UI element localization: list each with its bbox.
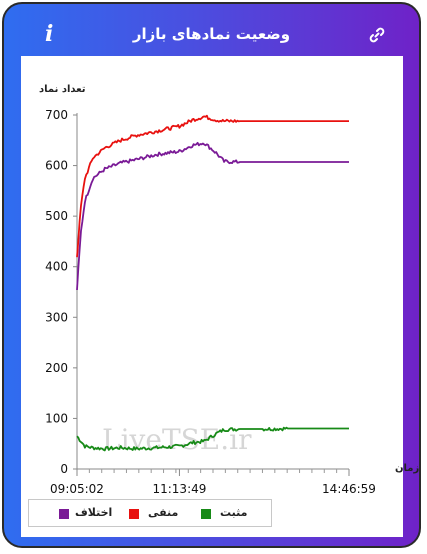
y-axis-label: تعداد نماد	[39, 84, 86, 95]
x-tick-label-1: 11:13:49	[152, 482, 206, 496]
y-tick-label-500: 500	[45, 209, 68, 223]
legend-label-mosbat: مثبت	[220, 506, 248, 519]
legend-label-manfi: منفی	[148, 506, 179, 519]
legend-item-manfi[interactable]: منفی	[129, 506, 179, 522]
page-title: وضعیت نمادهای بازار	[132, 25, 291, 43]
chart-panel	[21, 56, 403, 537]
y-tick-label-300: 300	[45, 310, 68, 324]
watermark: LiveTSE.ir	[102, 423, 252, 456]
x-tick-label-2: 14:46:59	[322, 482, 376, 496]
y-tick-label-100: 100	[45, 411, 68, 425]
series-line-2	[76, 426, 349, 452]
link-icon[interactable]	[368, 26, 386, 44]
x-axis-label: زمان	[395, 463, 419, 474]
legend-swatch-mosbat	[201, 509, 211, 519]
y-tick-label-700: 700	[45, 108, 68, 122]
legend-swatch-ekhtelaf	[59, 509, 69, 519]
y-tick-label-600: 600	[45, 159, 68, 173]
series-line-1	[76, 141, 349, 291]
y-tick-label-0: 0	[60, 462, 68, 476]
y-tick-label-400: 400	[45, 260, 68, 274]
legend-label-ekhtelaf: اختلاف	[75, 506, 113, 519]
legend-item-mosbat[interactable]: مثبت	[201, 506, 261, 522]
x-tick-label-0: 09:05:02	[50, 482, 104, 496]
chart-legend: اختلاف منفی مثبت	[28, 499, 272, 527]
series-line-0	[76, 114, 349, 258]
legend-swatch-manfi	[129, 509, 139, 519]
title-bar: i وضعیت نمادهای بازار	[2, 18, 421, 54]
info-icon[interactable]: i	[45, 21, 54, 47]
legend-item-ekhtelaf[interactable]: اختلاف	[59, 506, 119, 522]
y-tick-label-200: 200	[45, 361, 68, 375]
